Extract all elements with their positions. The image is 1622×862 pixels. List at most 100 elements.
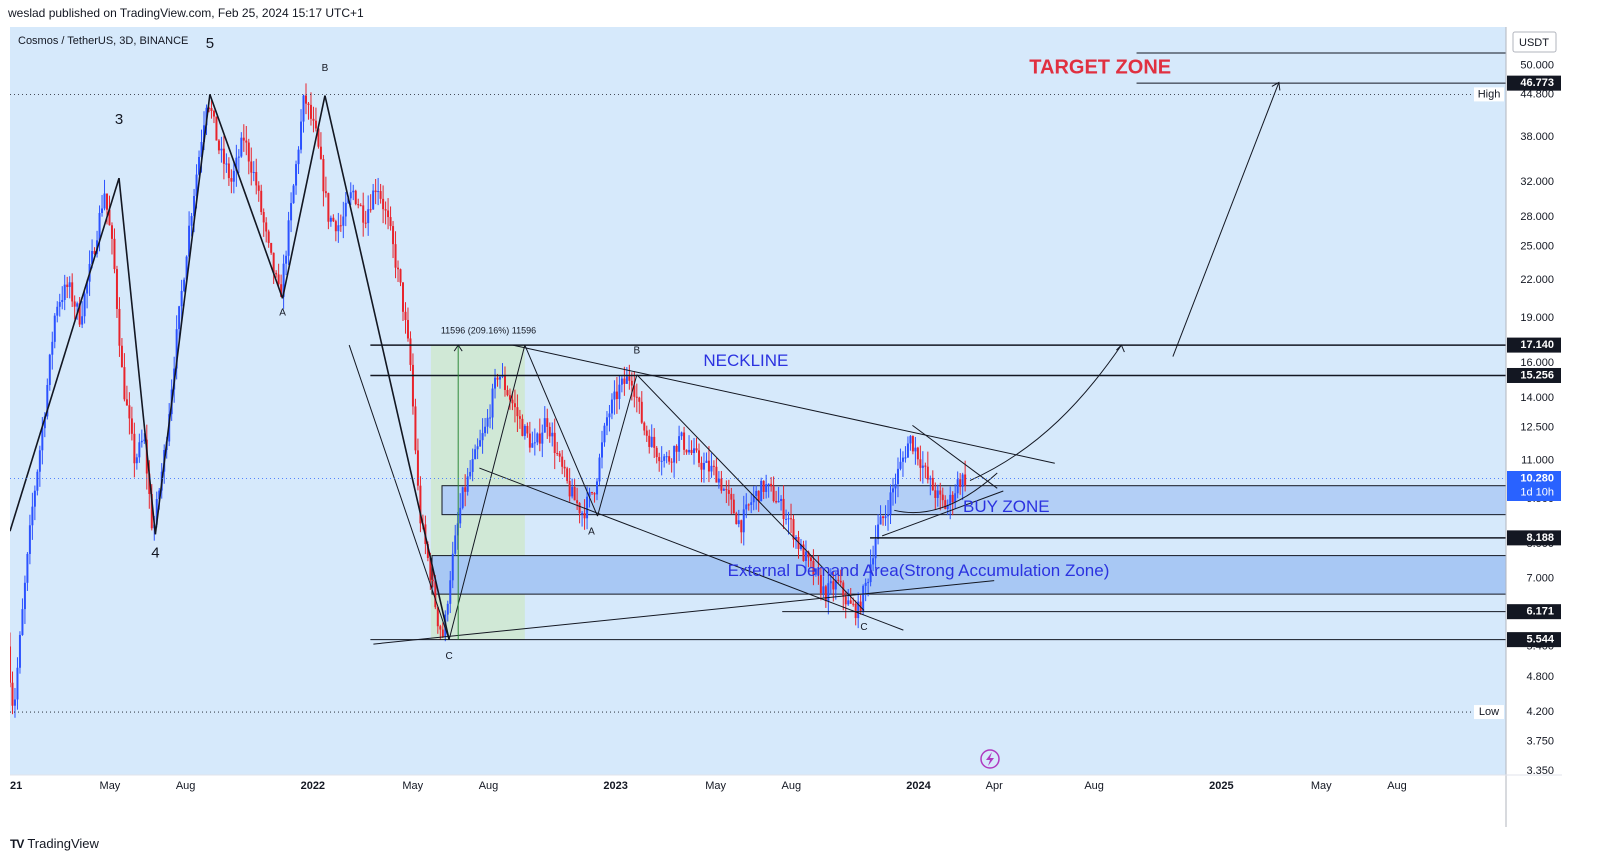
- rounding-bottom-curve[interactable]: [894, 472, 998, 514]
- candle[interactable]: [538, 418, 541, 452]
- candle[interactable]: [324, 176, 327, 198]
- candle[interactable]: [113, 228, 116, 274]
- candle[interactable]: [531, 431, 534, 448]
- candle[interactable]: [638, 396, 641, 414]
- candle[interactable]: [367, 195, 370, 236]
- plot-background[interactable]: [10, 27, 1506, 775]
- candle[interactable]: [812, 549, 815, 586]
- candle[interactable]: [250, 147, 253, 186]
- candle[interactable]: [630, 372, 633, 401]
- high-marker[interactable]: High 44.800: [1474, 87, 1562, 102]
- candle[interactable]: [304, 83, 307, 115]
- candle[interactable]: [198, 150, 201, 176]
- candle[interactable]: [620, 375, 623, 393]
- alert-icon[interactable]: [980, 749, 1000, 769]
- candle[interactable]: [752, 486, 755, 511]
- candle[interactable]: [491, 383, 494, 430]
- candle[interactable]: [123, 353, 126, 402]
- candle[interactable]: [715, 458, 718, 483]
- candle[interactable]: [225, 153, 228, 173]
- elliott-wave-line[interactable]: [154, 94, 211, 535]
- candle[interactable]: [406, 307, 409, 342]
- candle[interactable]: [839, 569, 842, 586]
- candle[interactable]: [454, 524, 457, 556]
- rising-support-line[interactable]: [373, 580, 995, 645]
- candle[interactable]: [411, 353, 414, 415]
- candle[interactable]: [138, 433, 141, 463]
- candle[interactable]: [521, 414, 524, 437]
- candle[interactable]: [802, 540, 805, 562]
- price-scale-background[interactable]: [1506, 27, 1562, 775]
- candle[interactable]: [190, 212, 193, 237]
- candle[interactable]: [695, 437, 698, 453]
- candle[interactable]: [658, 452, 661, 472]
- candle[interactable]: [678, 425, 681, 462]
- candle[interactable]: [287, 211, 290, 266]
- candle[interactable]: [670, 458, 673, 473]
- candle[interactable]: [740, 519, 743, 544]
- candle[interactable]: [372, 183, 375, 210]
- candle[interactable]: [364, 210, 367, 229]
- candle[interactable]: [352, 184, 355, 201]
- candle[interactable]: [342, 201, 345, 239]
- candle[interactable]: [959, 473, 962, 495]
- candle[interactable]: [81, 301, 84, 329]
- correction-wave-line[interactable]: [348, 344, 450, 640]
- candle[interactable]: [817, 555, 820, 585]
- candle[interactable]: [874, 525, 877, 569]
- candle[interactable]: [83, 291, 86, 324]
- candle[interactable]: [889, 484, 892, 525]
- candle[interactable]: [130, 406, 133, 441]
- demand-zone-rect[interactable]: [431, 555, 1507, 595]
- price-tag[interactable]: 17.140: [1507, 337, 1561, 353]
- candle[interactable]: [28, 514, 31, 565]
- candle[interactable]: [707, 446, 710, 483]
- candle[interactable]: [712, 460, 715, 476]
- candle[interactable]: [613, 380, 616, 415]
- candle[interactable]: [359, 203, 362, 207]
- candle[interactable]: [615, 376, 618, 414]
- candle[interactable]: [120, 338, 123, 368]
- candle[interactable]: [849, 587, 852, 604]
- candle[interactable]: [737, 509, 740, 528]
- candle[interactable]: [516, 394, 519, 432]
- candle[interactable]: [262, 208, 265, 237]
- candle[interactable]: [780, 495, 783, 511]
- candle[interactable]: [936, 484, 939, 507]
- candle[interactable]: [449, 570, 452, 614]
- candle[interactable]: [285, 250, 288, 276]
- candle[interactable]: [392, 221, 395, 259]
- candle[interactable]: [832, 570, 835, 602]
- candle[interactable]: [494, 368, 497, 399]
- correction-wave-line[interactable]: [636, 374, 865, 611]
- candle[interactable]: [210, 99, 213, 119]
- candle[interactable]: [295, 160, 298, 195]
- candle[interactable]: [879, 505, 882, 525]
- candle[interactable]: [872, 545, 875, 572]
- candle[interactable]: [571, 478, 574, 499]
- candle[interactable]: [36, 469, 39, 496]
- candle[interactable]: [23, 575, 26, 624]
- candle[interactable]: [18, 631, 21, 674]
- candle[interactable]: [354, 189, 357, 206]
- candle[interactable]: [215, 116, 218, 141]
- correction-wave-line[interactable]: [448, 344, 526, 640]
- candle[interactable]: [702, 452, 705, 483]
- candle[interactable]: [946, 499, 949, 516]
- candle[interactable]: [755, 485, 758, 510]
- candle[interactable]: [523, 424, 526, 440]
- candle[interactable]: [750, 494, 753, 514]
- candle[interactable]: [949, 486, 952, 520]
- candle[interactable]: [730, 487, 733, 515]
- candle[interactable]: [143, 433, 146, 444]
- candle[interactable]: [466, 467, 469, 496]
- candle[interactable]: [775, 490, 778, 504]
- candle[interactable]: [101, 195, 104, 217]
- candle[interactable]: [309, 92, 312, 126]
- candle[interactable]: [441, 622, 444, 638]
- triangle-lower-line[interactable]: [881, 490, 1004, 537]
- candle[interactable]: [944, 495, 947, 510]
- candle[interactable]: [16, 657, 19, 710]
- candle[interactable]: [762, 480, 765, 500]
- candle[interactable]: [650, 424, 653, 448]
